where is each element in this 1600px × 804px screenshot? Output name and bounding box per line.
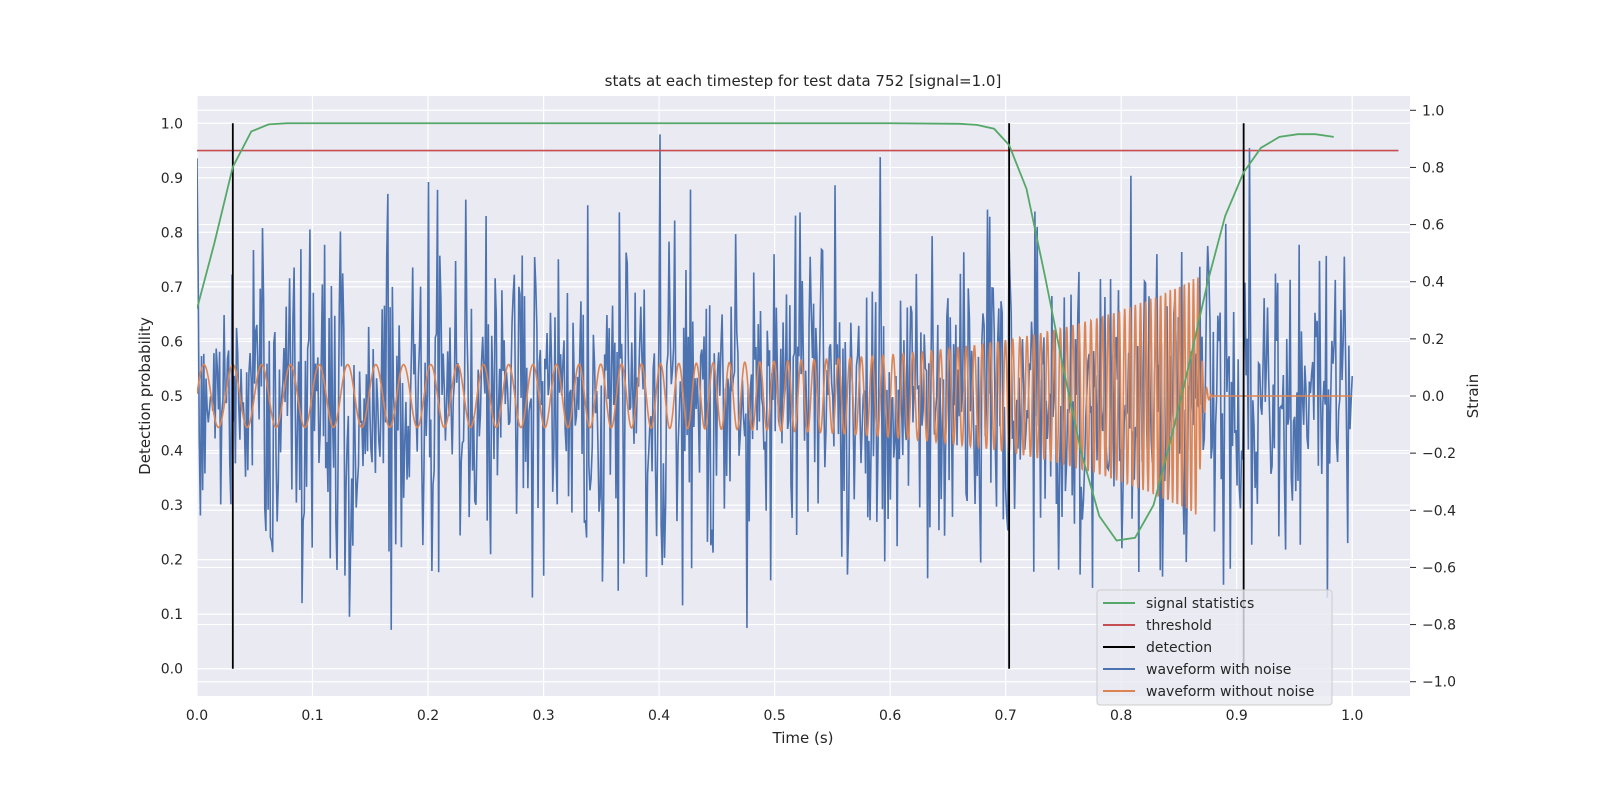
right-y-axis-ticks: −1.0 −0.8 −0.6 −0.4 −0.2 0.0 0.2 0.4 0.6 0.8 1.0 (1410, 103, 1456, 691)
left-y-axis-label: Detection probability (136, 317, 154, 475)
x-tick-label: 0.8 (1110, 708, 1132, 724)
x-tick-label: 0.4 (648, 708, 670, 724)
x-tick-label: 0.0 (186, 708, 208, 724)
right-y-tick-label: −1.0 (1422, 675, 1456, 691)
x-axis-ticks: 0.0 0.1 0.2 0.3 0.4 0.5 0.6 0.7 0.8 0.9 1.0 (186, 708, 1364, 724)
left-y-tick-label: 0.3 (161, 498, 183, 514)
chart-title: stats at each timestep for test data 752… (605, 72, 1002, 90)
right-y-tick-label: 0.4 (1422, 275, 1444, 291)
x-tick-label: 0.9 (1226, 708, 1248, 724)
waveform-with-noise-line (197, 134, 1354, 630)
right-y-tick-label: −0.6 (1422, 560, 1456, 576)
right-y-tick-label: 0.2 (1422, 332, 1444, 348)
x-tick-label: 0.1 (301, 708, 323, 724)
left-y-tick-label: 0.8 (161, 225, 183, 241)
right-y-axis-label: Strain (1464, 374, 1482, 418)
right-y-tick-label: −0.2 (1422, 446, 1456, 462)
legend-label-detection: detection (1146, 640, 1212, 656)
left-y-tick-label: 0.0 (161, 662, 183, 678)
right-y-tick-label: 1.0 (1422, 103, 1444, 119)
legend-label-signal-statistics: signal statistics (1146, 596, 1254, 612)
right-y-tick-label: −0.8 (1422, 618, 1456, 634)
left-y-tick-label: 0.2 (161, 553, 183, 569)
x-tick-label: 0.5 (763, 708, 785, 724)
right-y-tick-label: 0.6 (1422, 218, 1444, 234)
legend-box (1096, 589, 1333, 706)
x-tick-label: 1.0 (1341, 708, 1363, 724)
left-y-tick-label: 0.9 (161, 171, 183, 187)
x-tick-label: 0.7 (995, 708, 1017, 724)
x-tick-label: 0.3 (532, 708, 554, 724)
right-y-tick-label: 0.0 (1422, 389, 1444, 405)
left-y-tick-label: 0.1 (161, 607, 183, 623)
left-y-axis-ticks: 0.0 0.1 0.2 0.3 0.4 0.5 0.6 0.7 0.8 0.9 1.0 (161, 116, 183, 677)
right-y-tick-label: 0.8 (1422, 160, 1444, 176)
left-y-tick-label: 0.5 (161, 389, 183, 405)
x-tick-label: 0.6 (879, 708, 901, 724)
right-y-tick-label: −0.4 (1422, 503, 1456, 519)
left-y-tick-label: 1.0 (161, 116, 183, 132)
legend-label-waveform-with-noise: waveform with noise (1146, 662, 1291, 678)
left-y-tick-label: 0.7 (161, 280, 183, 296)
x-axis-label: Time (s) (772, 729, 834, 747)
waveform-without-noise-line (197, 277, 1353, 515)
left-y-tick-label: 0.6 (161, 334, 183, 350)
legend-label-threshold: threshold (1146, 618, 1212, 634)
x-tick-label: 0.2 (417, 708, 439, 724)
legend-label-waveform-without-noise: waveform without noise (1146, 684, 1314, 700)
series-layer (197, 122, 1399, 669)
legend: signal statistics threshold detection wa… (1096, 589, 1333, 706)
left-y-tick-label: 0.4 (161, 444, 183, 460)
signal-statistics-line (197, 122, 1334, 542)
